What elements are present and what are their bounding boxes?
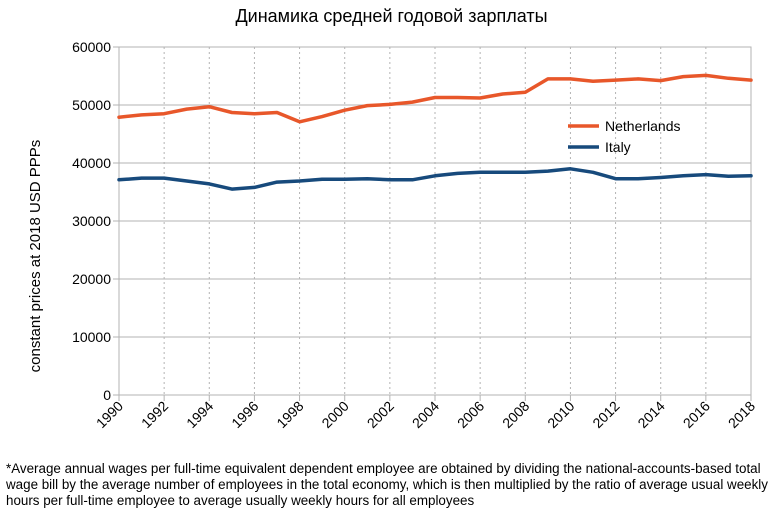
x-tick-label: 2000 [318, 398, 351, 431]
x-tick-label: 2014 [634, 398, 667, 431]
y-axis-label: constant prices at 2018 USD PPPs [27, 140, 44, 373]
x-tick-label: 2010 [544, 398, 577, 431]
y-tick-label: 20000 [72, 271, 111, 287]
line-chart: 0 10000 20000 30000 40000 50000 60000 1990 1992… [27, 39, 758, 431]
legend-label-italy: Italy [605, 139, 631, 155]
x-tick-label: 2006 [454, 398, 487, 431]
x-tick-label: 2012 [589, 398, 622, 431]
x-tick-label: 1992 [138, 398, 171, 431]
footnote: *Average annual wages per full-time equi… [6, 461, 768, 508]
x-axis-ticks: 1990 1992 1994 1996 1998 2000 2002 2004 2006 2008… [93, 395, 758, 431]
y-tick-label: 50000 [72, 97, 111, 113]
y-tick-label: 0 [103, 387, 111, 403]
x-tick-label: 2016 [680, 398, 713, 431]
series-line-netherlands [117, 73, 753, 124]
x-tick-label: 2004 [409, 398, 442, 431]
y-tick-label: 60000 [72, 39, 111, 55]
y-tick-label: 30000 [72, 213, 111, 229]
y-tick-label: 10000 [72, 329, 111, 345]
series-line-italy [117, 167, 753, 191]
legend-label-netherlands: Netherlands [605, 118, 681, 134]
x-tick-label: 1990 [93, 398, 126, 431]
chart-title: Динамика средней годовой зарплаты [235, 6, 548, 26]
x-tick-label: 1996 [228, 398, 261, 431]
series-lines [117, 73, 753, 191]
x-tick-label: 1994 [183, 398, 216, 431]
x-tick-label: 2018 [725, 398, 758, 431]
y-axis-ticks: 0 10000 20000 30000 40000 50000 60000 [72, 39, 119, 403]
x-tick-label: 2008 [499, 398, 532, 431]
y-tick-label: 40000 [72, 155, 111, 171]
x-tick-label: 1998 [273, 398, 306, 431]
legend: Netherlands Italy [568, 118, 681, 155]
x-tick-label: 2002 [364, 398, 397, 431]
